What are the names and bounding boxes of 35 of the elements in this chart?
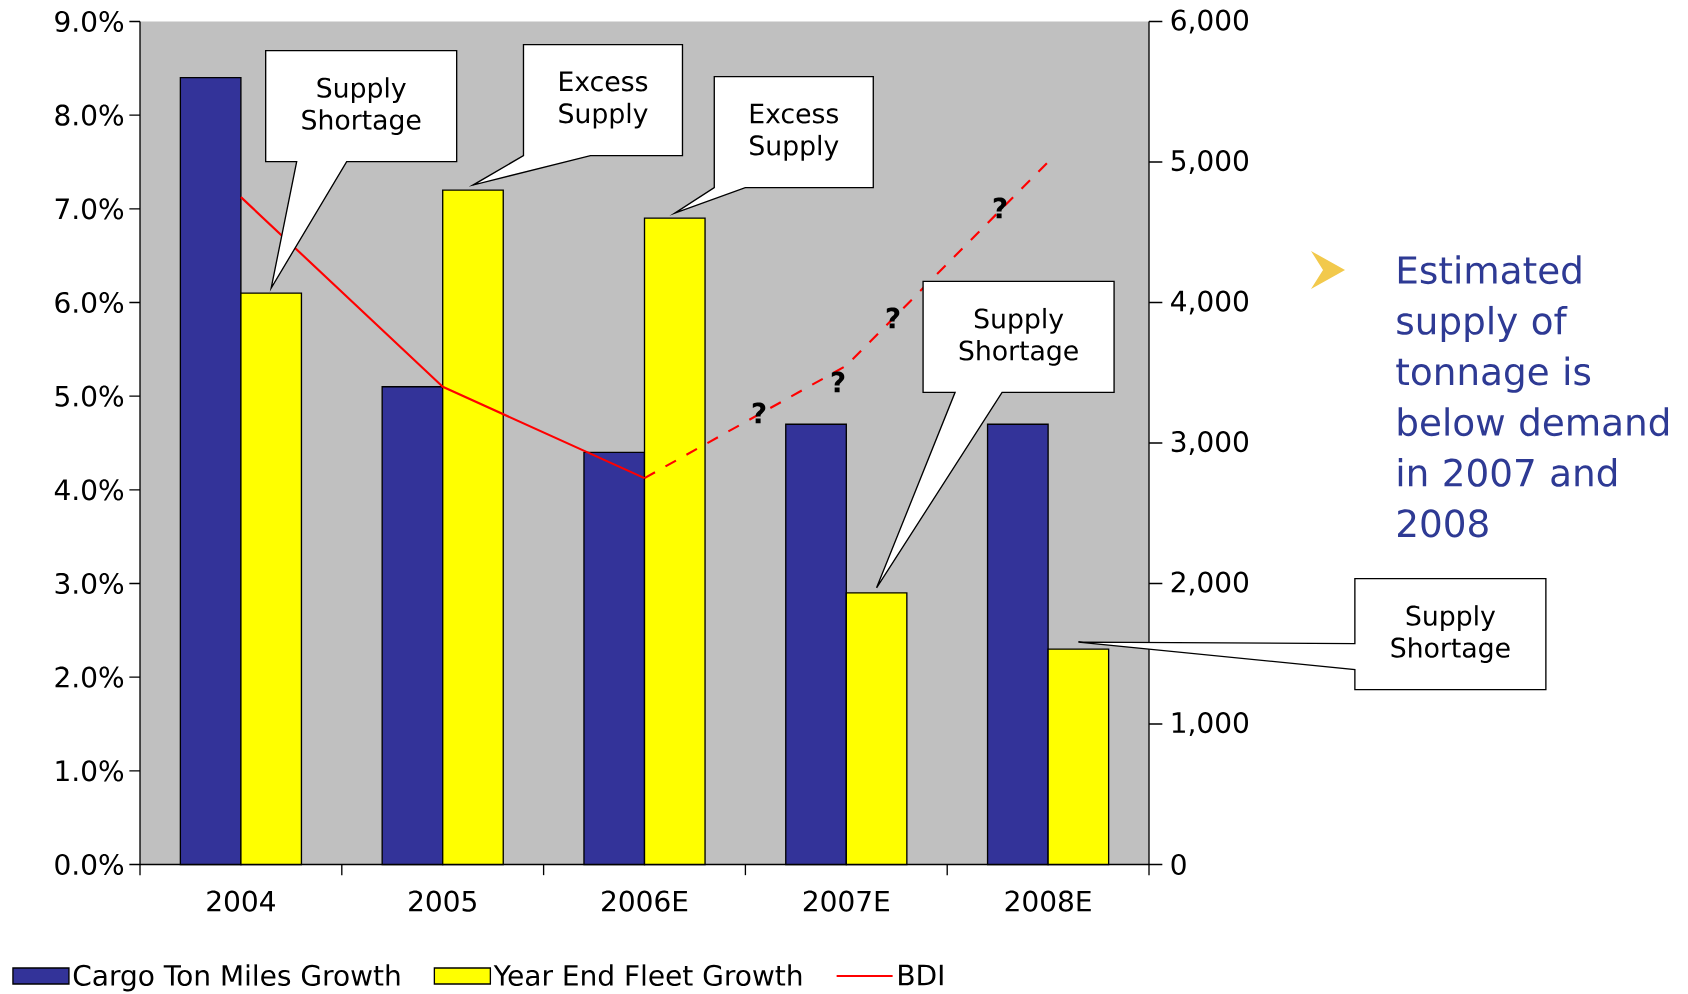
y-tick-label: 9.0% <box>55 10 124 33</box>
y-tick-label: 0.0% <box>55 853 124 876</box>
annotation: Excess Supply <box>559 71 648 129</box>
legend-label: Cargo Ton Miles Growth <box>73 964 400 992</box>
y2-tick-label: 3,000 <box>1171 430 1248 456</box>
y-tick-label: 2.0% <box>55 666 124 688</box>
x-tick-label: 2004 <box>207 890 275 912</box>
x-tick-label: 2006E <box>602 890 688 912</box>
y-tick-label: 8.0% <box>55 104 124 126</box>
annotation: ? <box>993 197 1007 219</box>
annotation: Supply Shortage <box>302 77 421 136</box>
y2-tick-label: 5,000 <box>1171 149 1248 175</box>
y-tick-label: 5.0% <box>55 385 124 407</box>
text: Supply Shortage <box>1391 605 1510 663</box>
y2-tick-label: 2,000 <box>1171 571 1248 596</box>
y-tick-label: 6.0% <box>55 291 124 314</box>
x-tick-label: 2007E <box>803 890 889 912</box>
y2-tick-label: 1,000 <box>1172 711 1248 737</box>
annotation: ? <box>752 402 766 424</box>
text: Estimated supply of tonnage is below demand in 2007 and 2008 <box>1396 255 1669 538</box>
annotation: ? <box>886 307 900 329</box>
y2-tick-label: 0 <box>1171 853 1186 876</box>
y-tick-label: 1.0% <box>56 760 124 782</box>
y-tick-label: 7.0% <box>55 198 124 220</box>
annotation: Excess Supply <box>750 103 839 161</box>
x-tick-label: 2005 <box>409 890 476 912</box>
y2-tick-label: 6,000 <box>1171 9 1248 34</box>
legend-label: Year End Fleet Growth <box>493 964 802 987</box>
annotation: Supply Shortage <box>959 307 1078 366</box>
annotation: ? <box>831 371 845 393</box>
legend-label: BDI <box>899 964 943 986</box>
y-tick-label: 3.0% <box>55 572 124 595</box>
x-tick-label: 2008E <box>1005 890 1091 912</box>
y2-tick-label: 4,000 <box>1171 290 1248 315</box>
y-tick-label: 4.0% <box>54 479 124 501</box>
